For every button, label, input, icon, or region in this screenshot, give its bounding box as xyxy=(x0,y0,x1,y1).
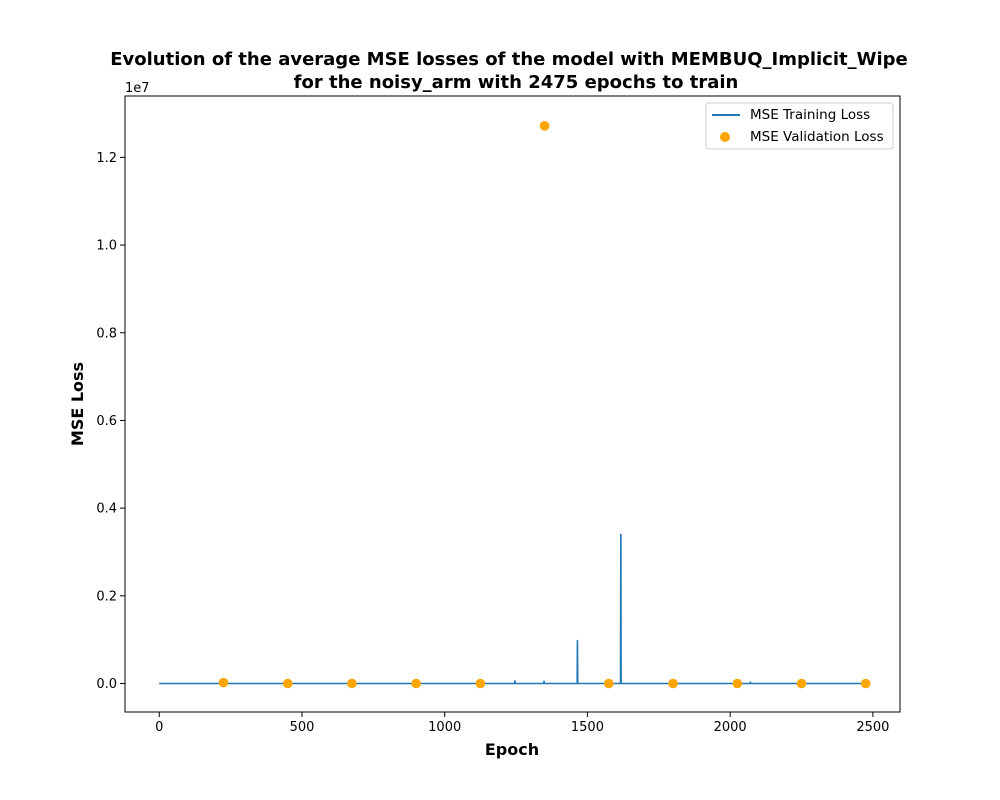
y-tick-label: 1.2 xyxy=(96,151,117,166)
series-layer xyxy=(159,121,871,689)
x-tick-label: 500 xyxy=(290,720,315,735)
validation-loss-point xyxy=(347,678,357,689)
legend-label-training: MSE Training Loss xyxy=(750,107,870,123)
x-tick-label: 2500 xyxy=(856,720,889,735)
validation-loss-point xyxy=(860,678,871,689)
x-tick-label: 1500 xyxy=(571,720,604,735)
chart-title-line-1: Evolution of the average MSE losses of t… xyxy=(110,49,908,70)
validation-loss-point xyxy=(539,121,550,131)
y-axis-offset-label: 1e7 xyxy=(125,81,150,96)
legend-swatch-validation-marker xyxy=(720,132,730,142)
y-axis-label: MSE Loss xyxy=(68,362,87,446)
x-tick-label: 1000 xyxy=(428,720,461,735)
y-axis-ticks: 0.0 0.2 0.4 0.6 0.8 1.0 1.2 xyxy=(96,151,125,692)
chart-title-line-2: for the noisy_arm with 2475 epochs to tr… xyxy=(294,72,739,93)
validation-loss-point xyxy=(218,677,229,688)
legend-box xyxy=(705,102,894,150)
validation-loss-point xyxy=(475,678,486,689)
validation-loss-point xyxy=(604,678,614,689)
x-axis-label: Epoch xyxy=(485,740,539,759)
validation-loss-point xyxy=(732,678,743,689)
legend: MSE Training Loss MSE Validation Loss xyxy=(705,102,894,150)
validation-loss-point xyxy=(411,678,421,689)
training-loss-line xyxy=(159,533,866,685)
y-tick-label: 1.0 xyxy=(96,239,117,254)
y-tick-label: 0.2 xyxy=(96,589,117,604)
plot-frame xyxy=(124,95,901,713)
y-tick-label: 0.8 xyxy=(96,326,117,341)
legend-label-validation: MSE Validation Loss xyxy=(750,129,884,145)
validation-loss-point xyxy=(282,678,293,689)
y-tick-label: 0.4 xyxy=(96,502,117,517)
x-tick-label: 0 xyxy=(155,720,163,735)
plot-area xyxy=(125,96,900,712)
y-tick-label: 0.6 xyxy=(96,414,117,429)
validation-loss-point xyxy=(796,678,807,689)
y-tick-label: 0.0 xyxy=(96,677,117,692)
validation-loss-point xyxy=(668,678,678,689)
x-tick-label: 2000 xyxy=(714,720,747,735)
x-axis-ticks: 0 500 1000 1500 2000 2500 xyxy=(155,712,889,735)
